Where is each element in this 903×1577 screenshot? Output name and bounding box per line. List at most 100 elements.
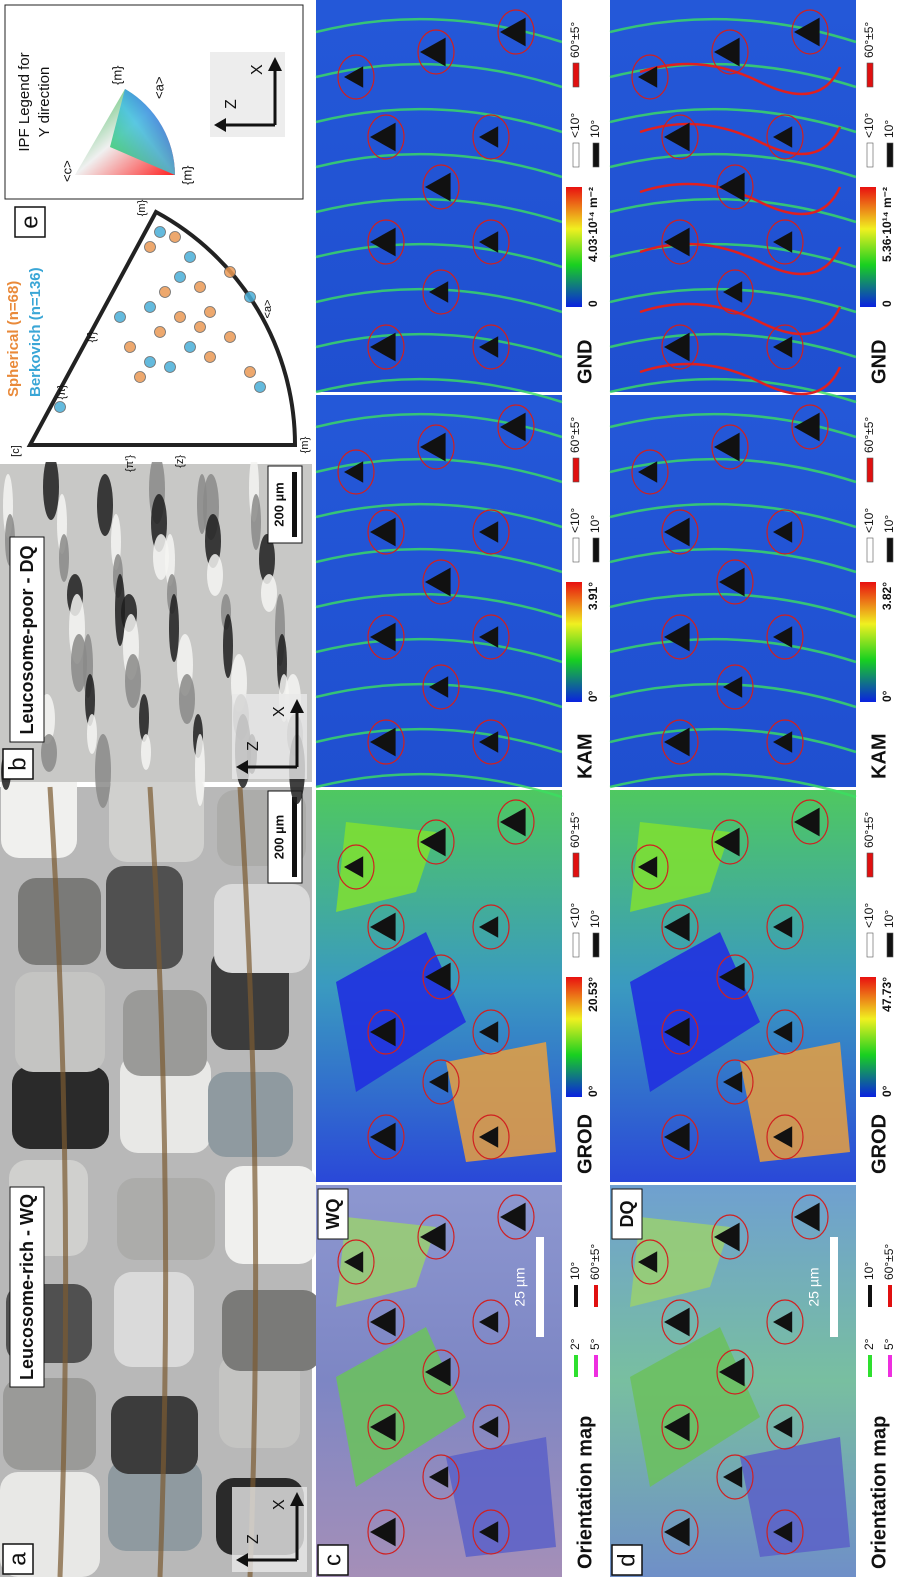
colorbar-max: 20.53° (586, 977, 600, 1012)
grain (179, 674, 195, 724)
axis-label: Z (223, 99, 240, 109)
colorbar-min: 0° (586, 1085, 600, 1097)
legend-label: 10° (588, 910, 602, 928)
map-title: KAM (574, 733, 596, 779)
legend-label: 60°±5° (882, 1244, 896, 1280)
colorbar (566, 187, 582, 307)
colorbar (860, 187, 876, 307)
grain (225, 1166, 317, 1264)
grain (446, 1437, 556, 1557)
scale-label: 200 µm (271, 815, 286, 859)
axis-label: X (249, 64, 266, 75)
grain (197, 474, 207, 534)
scatter-point (175, 272, 186, 283)
grain (261, 574, 277, 612)
scale-bar (536, 1237, 544, 1337)
legend-label: 10° (862, 1262, 876, 1280)
pole-label: <a> (262, 300, 274, 319)
legend-swatch (573, 143, 579, 167)
scatter-point (160, 287, 171, 298)
grain (222, 1290, 321, 1371)
scale-bar (292, 797, 297, 877)
grain (59, 534, 69, 582)
legend-label: 2° (568, 1338, 582, 1350)
grain (139, 694, 149, 742)
pole-label: {π} (56, 384, 68, 399)
scatter-point (145, 302, 156, 313)
scatter-point (185, 342, 196, 353)
scatter-point (155, 227, 166, 238)
grain (3, 1378, 96, 1470)
grain (223, 614, 233, 678)
legend-swatch (867, 853, 873, 877)
ipf-corner: <c> (59, 160, 74, 182)
scatter-point (125, 342, 136, 353)
legend-swatch (867, 143, 873, 167)
legend-label: <10° (568, 508, 582, 533)
legend-label: 60°±5° (862, 417, 876, 453)
grain (95, 734, 111, 808)
legend-swatch (593, 933, 599, 957)
legend-swatch (867, 458, 873, 482)
grain (153, 534, 169, 580)
grain (109, 772, 204, 862)
legend-label: 10° (588, 120, 602, 138)
legend-title: IPF Legend for (16, 52, 33, 151)
grain (106, 866, 183, 969)
ipf-corner: <a> (151, 77, 166, 99)
scatter-point (135, 372, 146, 383)
scale-label: 25 µm (512, 1267, 528, 1306)
grain (43, 454, 59, 520)
pole-label: {π'} (124, 455, 136, 472)
scatter-point (195, 322, 206, 333)
legend-label: 10° (588, 515, 602, 533)
legend-label: 10° (882, 515, 896, 533)
grain (71, 634, 87, 692)
scatter-point (145, 242, 156, 253)
legend-label: 5° (588, 1338, 602, 1350)
legend-swatch (887, 538, 893, 562)
axis-label: Z (245, 741, 262, 751)
grain (114, 1272, 194, 1367)
axis-label: Z (245, 1534, 262, 1544)
scatter-point (225, 332, 236, 343)
panel-label: a (4, 1552, 31, 1566)
scatter-point (55, 402, 66, 413)
grain (446, 1042, 556, 1162)
legend-swatch (573, 458, 579, 482)
scatter-point (185, 252, 196, 263)
colorbar-min: 0° (880, 690, 894, 702)
legend-swatch (593, 143, 599, 167)
scatter-point (175, 312, 186, 323)
legend-title: Y direction (36, 67, 53, 138)
legend-swatch (867, 538, 873, 562)
scatter-point (205, 307, 216, 318)
scatter-point (115, 312, 126, 323)
colorbar (860, 977, 876, 1097)
scatter-point (255, 382, 266, 393)
scatter-point (170, 232, 181, 243)
legend-swatch (887, 933, 893, 957)
colorbar-min: 0° (880, 1085, 894, 1097)
grain (214, 884, 310, 973)
grain (169, 594, 179, 662)
legend-swatch (573, 933, 579, 957)
pole-label: [c] (10, 445, 22, 457)
legend-label: 60°±5° (568, 22, 582, 58)
scale-bar (830, 1237, 838, 1337)
grain (207, 554, 223, 596)
colorbar-min: 0° (586, 690, 600, 702)
legend-label: 10° (882, 910, 896, 928)
ipf-corner: {m} (109, 65, 124, 85)
scatter-point (155, 327, 166, 338)
map-title: GND (574, 340, 596, 384)
scatter-point (245, 292, 256, 303)
panel-label: b (4, 757, 31, 770)
scatter-point (205, 352, 216, 363)
map-title: KAM (868, 733, 890, 779)
axis-label: X (271, 1499, 288, 1510)
panel-label: d (613, 1553, 640, 1566)
legend-label: 60°±5° (568, 812, 582, 848)
pole-label: {r} (86, 331, 98, 342)
legend-label: <10° (568, 113, 582, 138)
